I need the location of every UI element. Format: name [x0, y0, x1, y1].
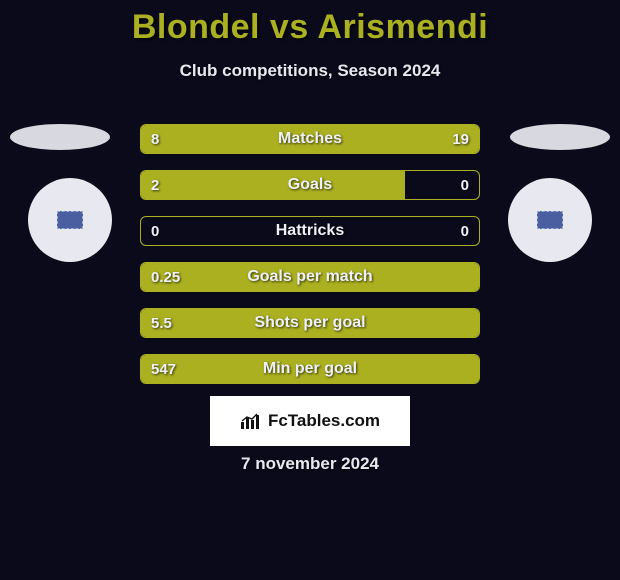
stat-right-value: 0 — [461, 171, 469, 199]
stat-label: Hattricks — [141, 217, 479, 245]
stat-row: 20Goals — [140, 170, 480, 200]
bar-right-fill — [241, 125, 479, 153]
bar-left-fill — [141, 171, 405, 199]
stat-right-value: 0 — [461, 217, 469, 245]
stat-row: 0 0Hattricks — [140, 216, 480, 246]
subtitle: Club competitions, Season 2024 — [0, 61, 620, 81]
comparison-chart: 819Matches20Goals00Hattricks0.25Goals pe… — [140, 124, 480, 400]
player-right-club-badge — [508, 178, 592, 262]
bar-left-fill — [141, 309, 479, 337]
stat-left-value: 0 — [151, 217, 159, 245]
club-logo-placeholder-icon — [57, 211, 83, 229]
brand-text: FcTables.com — [268, 411, 380, 431]
brand-box: FcTables.com — [210, 396, 410, 446]
stat-row: 819Matches — [140, 124, 480, 154]
stat-row: 547Min per goal — [140, 354, 480, 384]
bar-left-fill — [141, 125, 241, 153]
club-logo-placeholder-icon — [537, 211, 563, 229]
date-label: 7 november 2024 — [0, 454, 620, 474]
page-title: Blondel vs Arismendi — [0, 0, 620, 47]
player-right-flag — [510, 124, 610, 150]
brand-chart-icon — [240, 412, 262, 430]
bar-left-fill — [141, 355, 479, 383]
stat-row: 0.25Goals per match — [140, 262, 480, 292]
player-left-flag — [10, 124, 110, 150]
stat-row: 5.5Shots per goal — [140, 308, 480, 338]
player-left-club-badge — [28, 178, 112, 262]
bar-left-fill — [141, 263, 479, 291]
